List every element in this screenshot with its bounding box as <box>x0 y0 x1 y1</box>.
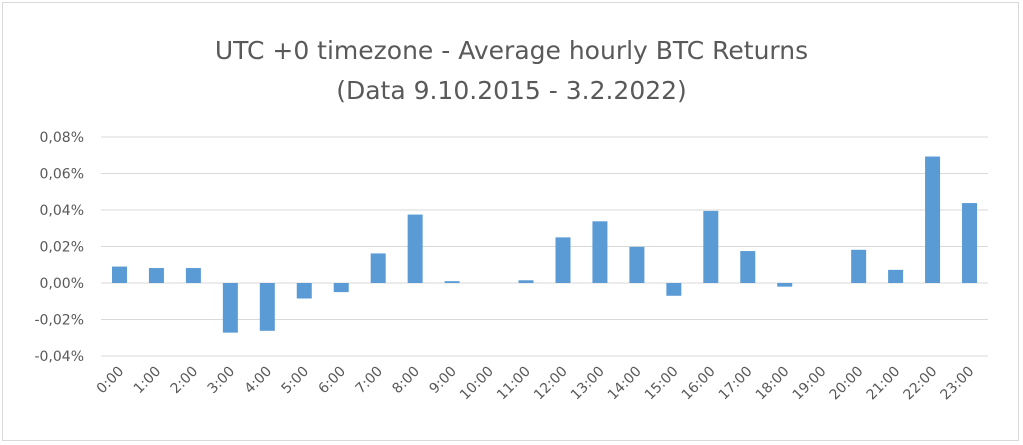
y-tick-label: 0,02% <box>40 240 84 256</box>
bar <box>185 268 201 283</box>
gridlines <box>101 136 988 357</box>
bar <box>888 269 904 283</box>
chart-title: UTC +0 timezone - Average hourly BTC Ret… <box>214 36 809 65</box>
x-tick-label: 10:00 <box>457 364 497 404</box>
y-tick-label: 0,08% <box>40 130 84 146</box>
x-tick-label: 11:00 <box>494 364 534 404</box>
x-tick-label: 12:00 <box>531 364 571 404</box>
x-tick-label: 16:00 <box>679 364 719 404</box>
y-tick-label: 0,06% <box>40 167 84 183</box>
bar <box>962 203 978 283</box>
bar <box>666 283 682 296</box>
bar <box>407 214 423 283</box>
bar <box>370 253 386 283</box>
x-tick-label: 19:00 <box>790 364 830 404</box>
x-tick-label: 3:00 <box>205 364 239 398</box>
bar <box>740 251 756 283</box>
x-tick-label: 13:00 <box>568 364 608 404</box>
bar <box>296 283 312 299</box>
y-tick-label: -0,04% <box>34 349 84 365</box>
x-tick-label: 9:00 <box>426 364 460 398</box>
bar <box>148 268 164 283</box>
x-tick-label: 18:00 <box>753 364 793 404</box>
bar <box>851 249 867 283</box>
x-tick-label: 0:00 <box>94 364 128 398</box>
x-tick-label: 5:00 <box>279 364 313 398</box>
x-tick-label: 22:00 <box>901 364 941 404</box>
x-tick-label: 21:00 <box>864 364 904 404</box>
y-axis-labels: 0,08% 0,06% 0,04% 0,02% 0,00% -0,02% -0,04% <box>34 130 84 365</box>
y-tick-label: -0,02% <box>34 313 84 329</box>
x-tick-label: 20:00 <box>827 364 867 404</box>
bar <box>259 283 275 331</box>
bar <box>111 266 127 283</box>
x-tick-label: 1:00 <box>131 364 165 398</box>
x-tick-label: 15:00 <box>642 364 682 404</box>
x-tick-label: 2:00 <box>168 364 202 398</box>
bar <box>777 283 793 287</box>
bars <box>111 156 978 333</box>
x-axis-labels: 0:00 1:00 2:00 3:00 4:00 5:00 6:00 7:00 8:00 9:00… <box>94 364 978 404</box>
bar <box>518 280 534 283</box>
bar <box>444 281 460 283</box>
x-tick-label: 14:00 <box>605 364 645 404</box>
y-tick-label: 0,00% <box>40 276 84 292</box>
y-tick-label: 0,04% <box>40 203 84 219</box>
bar <box>592 221 608 283</box>
x-tick-label: 6:00 <box>316 364 350 398</box>
bar <box>222 283 238 333</box>
chart-subtitle: (Data 9.10.2015 - 3.2.2022) <box>336 76 687 105</box>
bar <box>555 237 571 283</box>
bar <box>703 210 719 283</box>
x-tick-label: 4:00 <box>242 364 276 398</box>
bar <box>925 156 941 283</box>
x-tick-label: 23:00 <box>937 364 977 404</box>
x-tick-label: 7:00 <box>352 364 386 398</box>
bar <box>629 246 645 283</box>
x-tick-label: 8:00 <box>389 364 423 398</box>
x-tick-label: 17:00 <box>716 364 756 404</box>
bar <box>333 283 349 293</box>
